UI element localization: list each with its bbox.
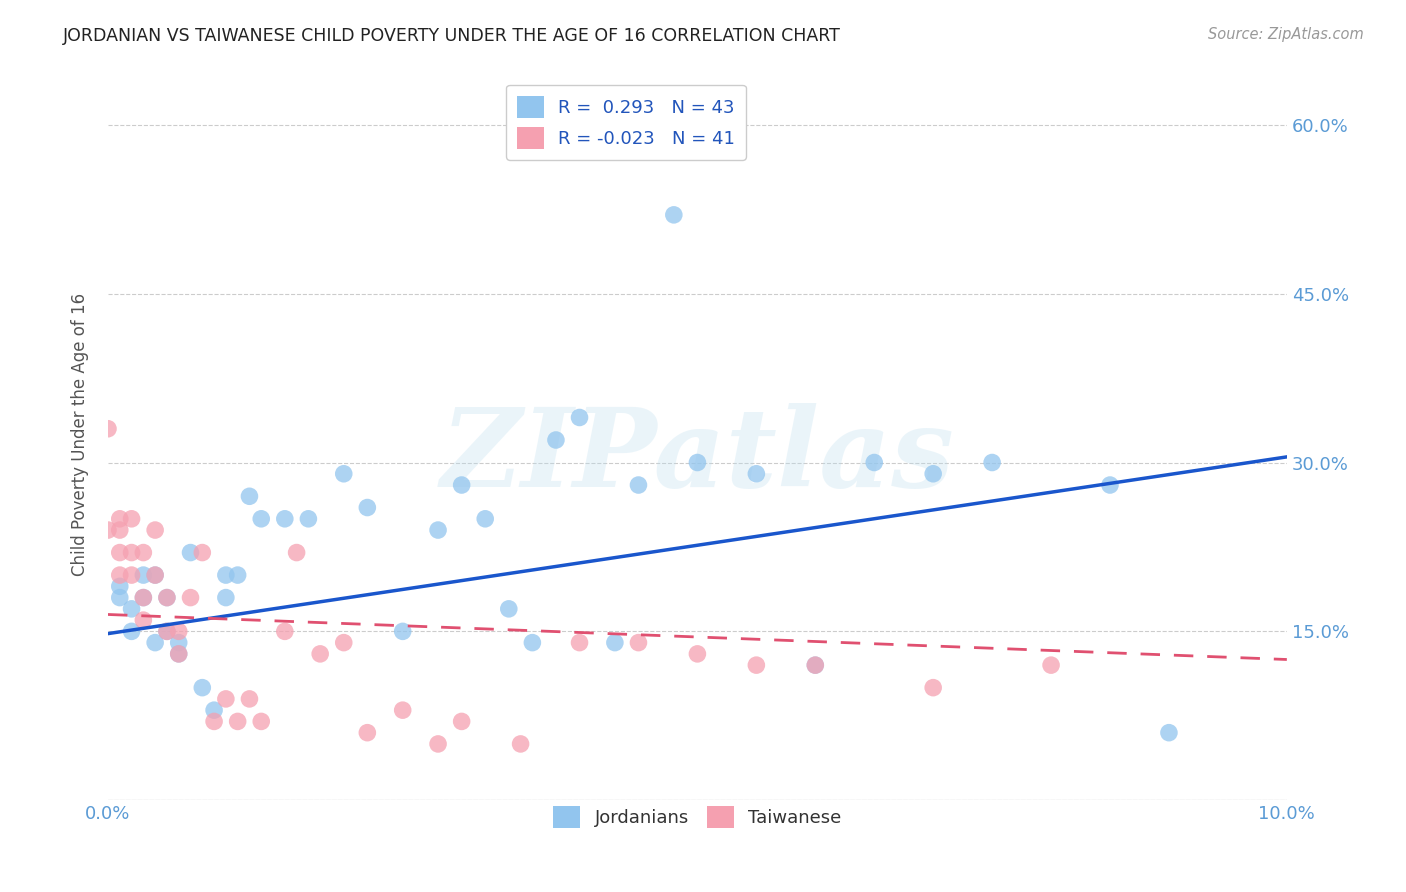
Point <box>143 523 166 537</box>
Point <box>156 591 179 605</box>
Point <box>215 591 238 605</box>
Legend: Jordanians, Taiwanese: Jordanians, Taiwanese <box>546 798 849 835</box>
Point <box>226 568 249 582</box>
Point <box>427 523 450 537</box>
Point <box>108 591 131 605</box>
Point <box>97 523 120 537</box>
Point <box>297 512 319 526</box>
Point <box>450 478 472 492</box>
Point <box>226 714 249 729</box>
Point <box>804 658 827 673</box>
Point <box>132 568 155 582</box>
Point <box>274 624 297 639</box>
Point <box>863 456 886 470</box>
Point <box>568 410 591 425</box>
Point <box>568 635 591 649</box>
Point <box>804 658 827 673</box>
Point <box>121 545 143 559</box>
Point <box>745 467 768 481</box>
Point <box>1098 478 1121 492</box>
Point <box>1157 725 1180 739</box>
Point <box>167 647 190 661</box>
Point <box>191 545 214 559</box>
Point <box>191 681 214 695</box>
Y-axis label: Child Poverty Under the Age of 16: Child Poverty Under the Age of 16 <box>72 293 89 576</box>
Point <box>627 478 650 492</box>
Point <box>427 737 450 751</box>
Point <box>132 591 155 605</box>
Point <box>132 545 155 559</box>
Text: JORDANIAN VS TAIWANESE CHILD POVERTY UNDER THE AGE OF 16 CORRELATION CHART: JORDANIAN VS TAIWANESE CHILD POVERTY UND… <box>63 27 841 45</box>
Point <box>686 647 709 661</box>
Point <box>179 545 201 559</box>
Point <box>922 467 945 481</box>
Point <box>522 635 544 649</box>
Point <box>202 714 225 729</box>
Point <box>332 467 354 481</box>
Point <box>1040 658 1063 673</box>
Point <box>97 422 120 436</box>
Point <box>156 591 179 605</box>
Text: Source: ZipAtlas.com: Source: ZipAtlas.com <box>1208 27 1364 42</box>
Point <box>250 512 273 526</box>
Point <box>922 681 945 695</box>
Point <box>167 624 190 639</box>
Point <box>121 624 143 639</box>
Point <box>250 714 273 729</box>
Point <box>108 523 131 537</box>
Point <box>108 545 131 559</box>
Point <box>356 725 378 739</box>
Point <box>309 647 332 661</box>
Point <box>121 568 143 582</box>
Point <box>274 512 297 526</box>
Point <box>238 489 260 503</box>
Point <box>156 624 179 639</box>
Point <box>498 602 520 616</box>
Point <box>108 568 131 582</box>
Point <box>627 635 650 649</box>
Point <box>285 545 308 559</box>
Point <box>167 635 190 649</box>
Point <box>108 512 131 526</box>
Point <box>356 500 378 515</box>
Point <box>544 433 567 447</box>
Point <box>332 635 354 649</box>
Point <box>215 692 238 706</box>
Point <box>143 568 166 582</box>
Point <box>686 456 709 470</box>
Text: ZIPatlas: ZIPatlas <box>440 402 955 510</box>
Point <box>603 635 626 649</box>
Point <box>121 512 143 526</box>
Point <box>179 591 201 605</box>
Point <box>391 703 413 717</box>
Point <box>156 624 179 639</box>
Point <box>391 624 413 639</box>
Point <box>132 591 155 605</box>
Point <box>143 635 166 649</box>
Point <box>132 613 155 627</box>
Point <box>108 579 131 593</box>
Point <box>509 737 531 751</box>
Point <box>215 568 238 582</box>
Point <box>662 208 685 222</box>
Point <box>238 692 260 706</box>
Point <box>981 456 1004 470</box>
Point <box>450 714 472 729</box>
Point <box>202 703 225 717</box>
Point <box>143 568 166 582</box>
Point <box>474 512 496 526</box>
Point <box>167 647 190 661</box>
Point <box>745 658 768 673</box>
Point <box>121 602 143 616</box>
